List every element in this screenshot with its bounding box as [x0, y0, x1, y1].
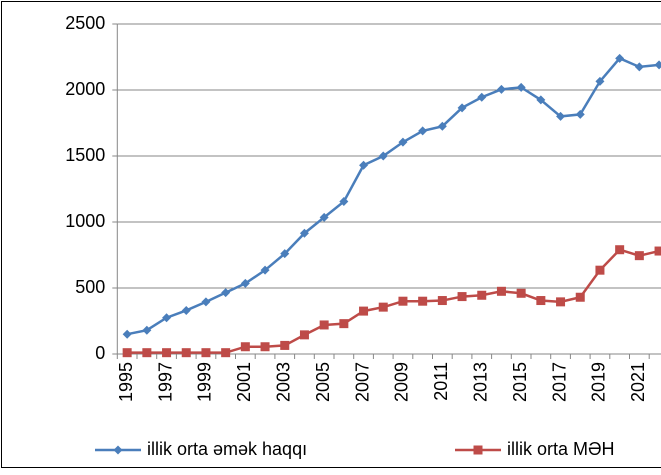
data-point	[615, 245, 625, 255]
x-tick-label: 2001	[234, 362, 254, 402]
y-tick-label: 1500	[65, 145, 105, 165]
data-point	[378, 302, 388, 312]
data-point	[162, 313, 172, 323]
data-point	[201, 348, 211, 358]
data-point	[378, 151, 388, 161]
x-tick-label: 2013	[471, 362, 491, 402]
x-tick-label: 2017	[549, 362, 569, 402]
data-point	[319, 320, 329, 330]
x-tick-label: 2015	[510, 362, 530, 402]
x-tick-label: 1999	[195, 362, 215, 402]
data-point	[516, 288, 526, 298]
data-point	[496, 286, 506, 296]
data-point	[398, 137, 408, 147]
data-point	[260, 265, 270, 275]
y-tick-label: 2500	[65, 13, 105, 33]
data-point	[437, 121, 447, 131]
data-point	[122, 348, 132, 358]
data-point	[634, 62, 644, 72]
data-point	[240, 278, 250, 288]
legend-entry: illik orta MƏH	[455, 439, 615, 459]
data-point	[496, 84, 506, 94]
data-point	[398, 296, 408, 306]
data-point	[181, 305, 191, 315]
data-point	[654, 246, 661, 256]
x-tick-label: 2019	[589, 362, 609, 402]
data-point	[595, 76, 605, 86]
series-line	[126, 56, 660, 336]
x-tick-label: 1997	[155, 362, 175, 402]
data-point	[615, 53, 625, 63]
data-point	[162, 348, 172, 358]
data-point	[437, 296, 447, 306]
x-tick-label: 2009	[392, 362, 412, 402]
data-point	[536, 296, 546, 306]
data-point	[634, 251, 644, 261]
y-tick-label: 1000	[65, 211, 105, 231]
data-point	[575, 292, 585, 302]
data-point	[201, 297, 211, 307]
y-tick-label: 500	[75, 277, 105, 297]
legend-label: illik orta əmək haqqı	[147, 439, 307, 459]
data-point	[457, 103, 467, 113]
x-tick-label: 2021	[628, 362, 648, 402]
data-point	[418, 296, 428, 306]
y-tick-label: 2000	[65, 79, 105, 99]
x-tick-label: 1995	[116, 362, 136, 402]
data-point	[142, 325, 152, 335]
data-point	[142, 348, 152, 358]
y-tick-label: 0	[95, 343, 105, 363]
data-point	[477, 92, 487, 102]
data-point	[319, 212, 329, 222]
data-point	[359, 160, 369, 170]
x-tick-label: 2005	[313, 362, 333, 402]
legend-label: illik orta MƏH	[507, 439, 615, 459]
data-point	[122, 329, 132, 339]
legend-entry: illik orta əmək haqqı	[95, 439, 307, 459]
data-point	[299, 228, 309, 238]
data-point	[457, 292, 467, 302]
data-point	[181, 348, 191, 358]
data-point	[280, 340, 290, 350]
data-point	[339, 197, 349, 207]
data-point	[595, 265, 605, 275]
data-point	[221, 348, 231, 358]
data-point	[359, 306, 369, 316]
data-point	[477, 290, 487, 300]
data-point	[516, 82, 526, 92]
data-point	[260, 342, 270, 352]
data-point	[418, 126, 428, 136]
legend-marker	[473, 445, 483, 455]
data-point	[556, 297, 566, 307]
data-point	[339, 319, 349, 329]
data-point	[575, 109, 585, 119]
data-point	[280, 249, 290, 259]
x-tick-label: 2003	[274, 362, 294, 402]
series-line	[127, 248, 660, 354]
legend-marker	[113, 445, 123, 455]
data-point	[299, 330, 309, 340]
data-point	[654, 60, 661, 70]
data-point	[221, 288, 231, 298]
data-point	[536, 95, 546, 105]
x-tick-label: 2011	[431, 362, 451, 401]
x-tick-label: 2007	[352, 362, 372, 402]
data-point	[556, 111, 566, 121]
data-point	[240, 342, 250, 352]
